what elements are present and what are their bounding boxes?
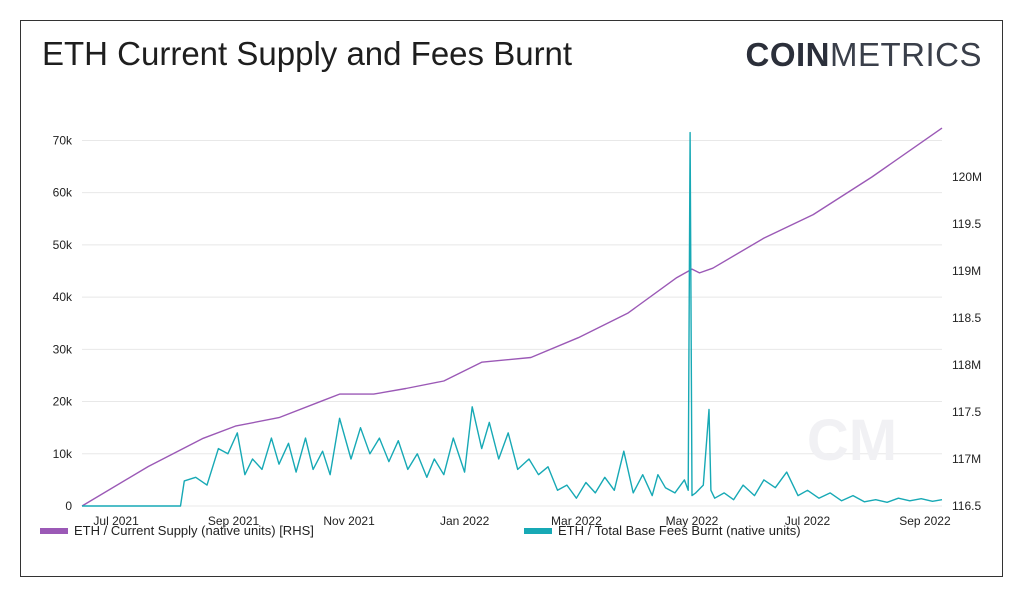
y-right-tick-label: 119M	[952, 264, 981, 278]
legend-supply-label: ETH / Current Supply (native units) [RHS…	[74, 523, 314, 538]
x-tick-label: Nov 2021	[323, 514, 375, 528]
logo-light-text: METRICS	[830, 36, 982, 73]
svg-text:CM: CM	[807, 408, 897, 473]
y-right-tick-label: 120M	[952, 170, 982, 184]
y-left-tick-label: 70k	[53, 133, 73, 147]
cm-watermark: CM	[807, 408, 897, 473]
y-right-tick-label: 118.5	[952, 311, 981, 325]
legend-supply-swatch	[40, 527, 68, 534]
chart-title: ETH Current Supply and Fees Burnt	[42, 35, 573, 72]
coinmetrics-logo: COINMETRICS	[746, 36, 983, 74]
legend-fees: ETH / Total Base Fees Burnt (native unit…	[524, 523, 801, 538]
y-left-tick-label: 50k	[53, 238, 73, 252]
y-right-tick-label: 116.5	[952, 499, 981, 513]
logo-bold-text: COIN	[745, 36, 830, 73]
x-tick-label: Jul 2022	[785, 514, 831, 528]
gridlines	[82, 139, 942, 507]
y-right-tick-label: 118M	[952, 358, 981, 372]
series-layer	[81, 127, 943, 507]
y-right-tick-label: 119.5	[952, 217, 981, 231]
y-left-tick-label: 10k	[53, 447, 73, 461]
x-tick-label: Jul 2021	[93, 514, 139, 528]
y-left-tick-label: 20k	[53, 395, 73, 409]
y-right-tick-label: 117M	[952, 452, 981, 466]
legend-fees-label: ETH / Total Base Fees Burnt (native unit…	[558, 523, 801, 538]
y-axis-right: 116.5 117M 117.5 118M 118.5 119M 119.5 120M	[952, 170, 982, 513]
y-right-tick-label: 117.5	[952, 405, 981, 419]
y-left-tick-label: 30k	[53, 342, 73, 356]
legend-fees-swatch	[524, 527, 552, 534]
x-tick-label: Jan 2022	[440, 514, 490, 528]
y-axis-left: 0 10k 20k 30k 40k 50k 60k 70k	[53, 133, 73, 513]
supply-series-line	[81, 127, 943, 507]
x-tick-label: May 2022	[666, 514, 719, 528]
x-tick-label: Mar 2022	[551, 514, 602, 528]
x-tick-label: Sep 2021	[208, 514, 260, 528]
fees-series-line	[82, 131, 943, 507]
y-left-tick-label: 60k	[53, 186, 73, 200]
y-left-tick-label: 40k	[53, 290, 73, 304]
x-axis: Jul 2021 Sep 2021 Nov 2021 Jan 2022 Mar 2022…	[93, 514, 951, 528]
y-left-tick-label: 0	[65, 499, 72, 513]
legend-supply: ETH / Current Supply (native units) [RHS…	[40, 523, 314, 538]
x-tick-label: Sep 2022	[899, 514, 951, 528]
